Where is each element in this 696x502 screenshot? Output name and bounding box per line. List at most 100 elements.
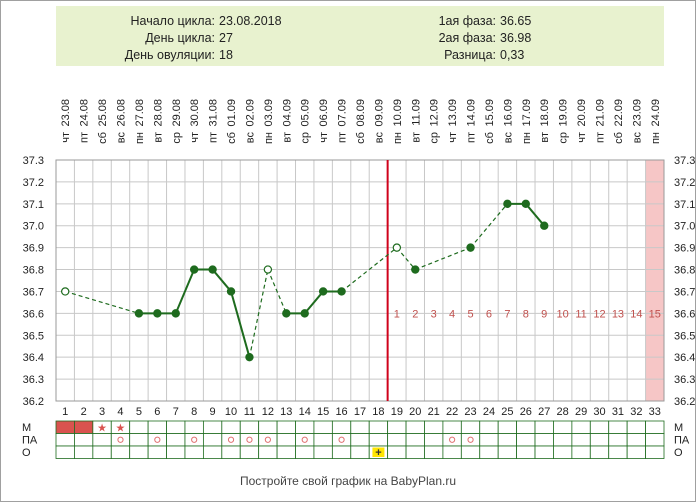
weekday-label: сб [226,132,238,144]
y-tick-label-right: 36.2 [674,396,695,408]
day-number-label: 6 [154,406,160,418]
y-tick-label: 36.3 [23,374,44,386]
row-cell [147,433,167,447]
phase2-label: 2ая фаза: [438,31,496,45]
row-cell [405,420,425,434]
weekday-label: чт [576,132,588,143]
row-cell [276,433,296,447]
row-cell [424,420,444,434]
y-tick-label-right: 36.9 [674,243,695,255]
row-cell [497,445,518,459]
row-cell [331,433,352,447]
y-tick-label: 36.7 [23,286,44,298]
date-label: 30.08 [189,99,201,127]
y-tick-label: 37.2 [23,177,44,189]
row-cell [110,433,131,447]
temp-point [337,287,346,296]
temp-point [318,287,328,296]
date-label: 26.08 [115,99,127,127]
day-number-label: 15 [317,406,329,418]
row-cell [645,420,665,434]
date-label: 21.09 [595,99,607,127]
row-cell [460,445,481,459]
footer-link[interactable]: Постройте свой график на BabyPlan.ru [239,474,457,488]
row-cell [184,420,204,434]
temp-point [521,199,531,209]
temp-point [503,199,512,209]
temp-segment-dashed [415,247,471,271]
weekday-label: сб [484,132,496,144]
temp-segment [230,291,251,358]
day-number-label: 24 [483,406,495,418]
row-cell [129,420,149,434]
day-number-label: 16 [335,406,347,418]
day-number-label: 19 [391,406,403,418]
difference-label: Разница: [444,48,496,62]
row-cell [553,420,573,434]
row-cell [147,445,167,459]
row-cell [239,420,260,434]
row-cell [221,433,241,447]
cycle-day-label: День цикла: [145,31,215,45]
row-cell [295,433,315,447]
temp-point-hollow [61,287,70,296]
luteal-day-number: 15 [649,308,661,320]
date-label: 19.09 [558,99,570,127]
row-cell [368,420,389,434]
y-tick-label: 37.0 [23,221,44,233]
row-cell [202,445,223,459]
temp-point [282,309,291,318]
row-cell [534,420,554,434]
day-number-label: 29 [575,406,587,418]
star-icon: ★ [116,423,126,435]
date-label: 29.08 [171,99,183,127]
date-label: 12.09 [429,99,441,127]
day-number-label: 14 [299,406,311,418]
weekday-label: пн [134,132,146,144]
row-cell [424,445,444,459]
row-cell [553,445,573,459]
row-cell [184,445,204,459]
luteal-day-number: 11 [575,308,586,320]
row-cell [516,445,536,459]
row-cell [239,445,260,459]
row-cell [460,433,481,447]
row-cell [534,445,554,459]
temp-segment-dashed [65,290,140,314]
date-label: 07.09 [337,99,349,127]
row-cell [497,433,518,447]
day-number-label: 23 [464,406,476,418]
day-number-label: 11 [244,406,255,418]
weekday-label: чт [318,132,330,143]
row-cell [387,433,407,447]
weekday-label: чт [447,132,459,143]
weekday-label: вс [244,132,256,144]
temp-point-hollow [263,265,273,274]
y-tick-label-right: 36.5 [674,330,695,342]
day-number-label: 1 [62,406,68,418]
row-cell [387,420,407,434]
difference-value: 0,33 [500,48,525,62]
row-cell [276,445,296,459]
date-label: 05.09 [300,99,312,127]
row-cell [166,420,186,434]
row-label: М [22,422,31,434]
row-cell [497,420,518,434]
temp-segment [303,290,324,315]
row-cell [608,433,628,447]
temp-point [171,309,180,318]
circle-marker [227,436,235,443]
y-tick-label: 36.2 [23,396,44,408]
circle-marker [301,436,308,443]
date-label: 06.09 [318,99,330,127]
weekday-label: вт [152,132,164,143]
day-number-label: 12 [262,406,274,418]
temp-segment-dashed [248,269,269,358]
y-tick-label-right: 37.0 [674,221,695,233]
row-cell [202,433,223,447]
date-label: 09.09 [373,99,385,127]
row-cell [479,433,499,447]
cycle-summary-panel: Начало цикла: 23.08.2018 День цикла: 27 … [56,6,664,66]
y-tick-label-right: 37.2 [674,177,695,189]
